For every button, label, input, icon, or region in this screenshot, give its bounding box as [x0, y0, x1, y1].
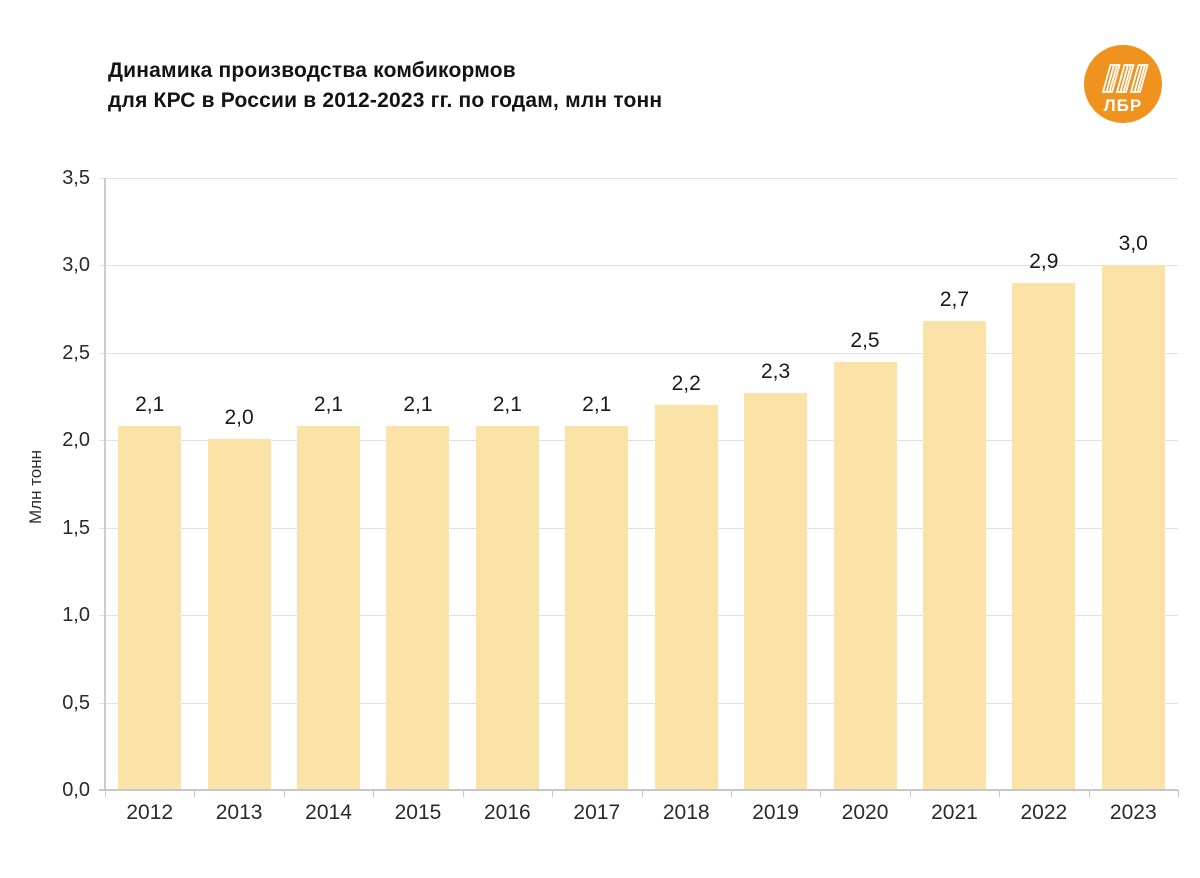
bar-2019 — [744, 393, 808, 790]
bar-2012 — [118, 426, 182, 790]
bar-2014 — [297, 426, 361, 790]
x-axis-label: 2021 — [931, 801, 978, 824]
y-axis-label: 1,5 — [62, 516, 90, 539]
y-axis-labels: 0,0 0,5 1,0 1,5 2,0 2,5 3,0 3,5 — [0, 167, 90, 801]
logo-bars-icon — [1101, 64, 1149, 93]
y-axis-label: 0,5 — [62, 691, 90, 714]
plot-area: 2,1 2,0 2,1 2,1 2,1 2,1 2,2 2,3 2,5 2,7 2,9 3,0 — [99, 178, 1179, 797]
y-axis-label: 1,0 — [62, 604, 90, 627]
y-axis-line — [104, 178, 106, 790]
x-axis-label: 2013 — [215, 801, 263, 824]
gridline — [99, 352, 1178, 354]
x-axis-tick — [284, 790, 285, 797]
bar-2021 — [922, 321, 986, 790]
bar-value-label: 2,0 — [224, 405, 254, 429]
bar-value-label: 2,1 — [582, 393, 612, 417]
chart-title: Динамика производства комбикормов для КР… — [108, 56, 662, 116]
bar-2016 — [475, 426, 539, 790]
x-axis-baseline — [99, 789, 1178, 791]
bar-value-label: 2,1 — [403, 393, 433, 417]
bar-2020 — [833, 361, 897, 790]
x-axis-tick — [552, 790, 553, 797]
chart-title-line1: Динамика производства комбикормов — [108, 59, 516, 82]
y-axis-label: 2,0 — [62, 429, 90, 452]
bar-value-label: 2,1 — [135, 393, 165, 417]
x-axis-label: 2022 — [1020, 801, 1068, 824]
logo-text: ЛБР — [1104, 96, 1143, 115]
y-axis-label: 0,0 — [62, 779, 90, 801]
x-axis-tick — [194, 790, 195, 797]
gridline — [99, 265, 1178, 267]
gridline — [99, 527, 1178, 529]
x-axis-tick — [731, 790, 732, 797]
y-axis-label: 3,0 — [62, 254, 90, 277]
logo-lbr: ЛБР — [1084, 45, 1162, 123]
bar-2023 — [1101, 265, 1165, 790]
x-axis-tick — [463, 790, 464, 797]
x-axis-tick — [1089, 790, 1090, 797]
x-axis-tick — [1178, 790, 1179, 797]
bar-2015 — [386, 426, 450, 790]
x-axis-tick — [105, 790, 106, 797]
bar-value-label: 2,1 — [492, 393, 522, 417]
bar-2022 — [1012, 282, 1076, 790]
x-axis-tick — [642, 790, 643, 797]
gridline — [99, 178, 1178, 179]
x-axis-label: 2014 — [305, 801, 352, 824]
gridline — [99, 615, 1178, 617]
x-axis-tick — [910, 790, 911, 797]
x-axis-tick — [373, 790, 374, 797]
gridline — [99, 440, 1178, 442]
x-axis-label: 2015 — [394, 801, 442, 824]
x-axis-label: 2020 — [841, 801, 889, 824]
x-axis-label: 2017 — [573, 801, 621, 824]
x-axis-tick — [820, 790, 821, 797]
bar-2018 — [654, 405, 718, 790]
x-axis-labels: 2012 2013 2014 2015 2016 2017 2018 2019 2020 2021… — [105, 801, 1178, 831]
bar-2013 — [207, 438, 271, 790]
bar-value-label: 3,0 — [1118, 232, 1148, 256]
bar-value-label: 2,7 — [939, 288, 970, 312]
bar-value-label: 2,1 — [313, 393, 344, 417]
x-axis-tick — [999, 790, 1000, 797]
bar-value-label: 2,9 — [1029, 249, 1059, 273]
bar-2017 — [565, 426, 629, 790]
bar-value-label: 2,2 — [671, 372, 701, 396]
x-axis-label: 2023 — [1109, 801, 1157, 824]
y-axis-label: 3,5 — [62, 167, 90, 189]
bar-value-label: 2,5 — [850, 328, 880, 352]
x-axis-label: 2018 — [662, 801, 710, 824]
y-axis-label: 2,5 — [62, 341, 90, 364]
x-axis-label: 2019 — [752, 801, 799, 824]
gridline — [99, 702, 1178, 704]
x-axis-label: 2012 — [126, 801, 174, 824]
x-axis-label: 2016 — [484, 801, 531, 824]
bar-value-label: 2,3 — [761, 360, 791, 384]
chart-title-line2: для КРС в России в 2012-2023 гг. по года… — [108, 89, 663, 112]
